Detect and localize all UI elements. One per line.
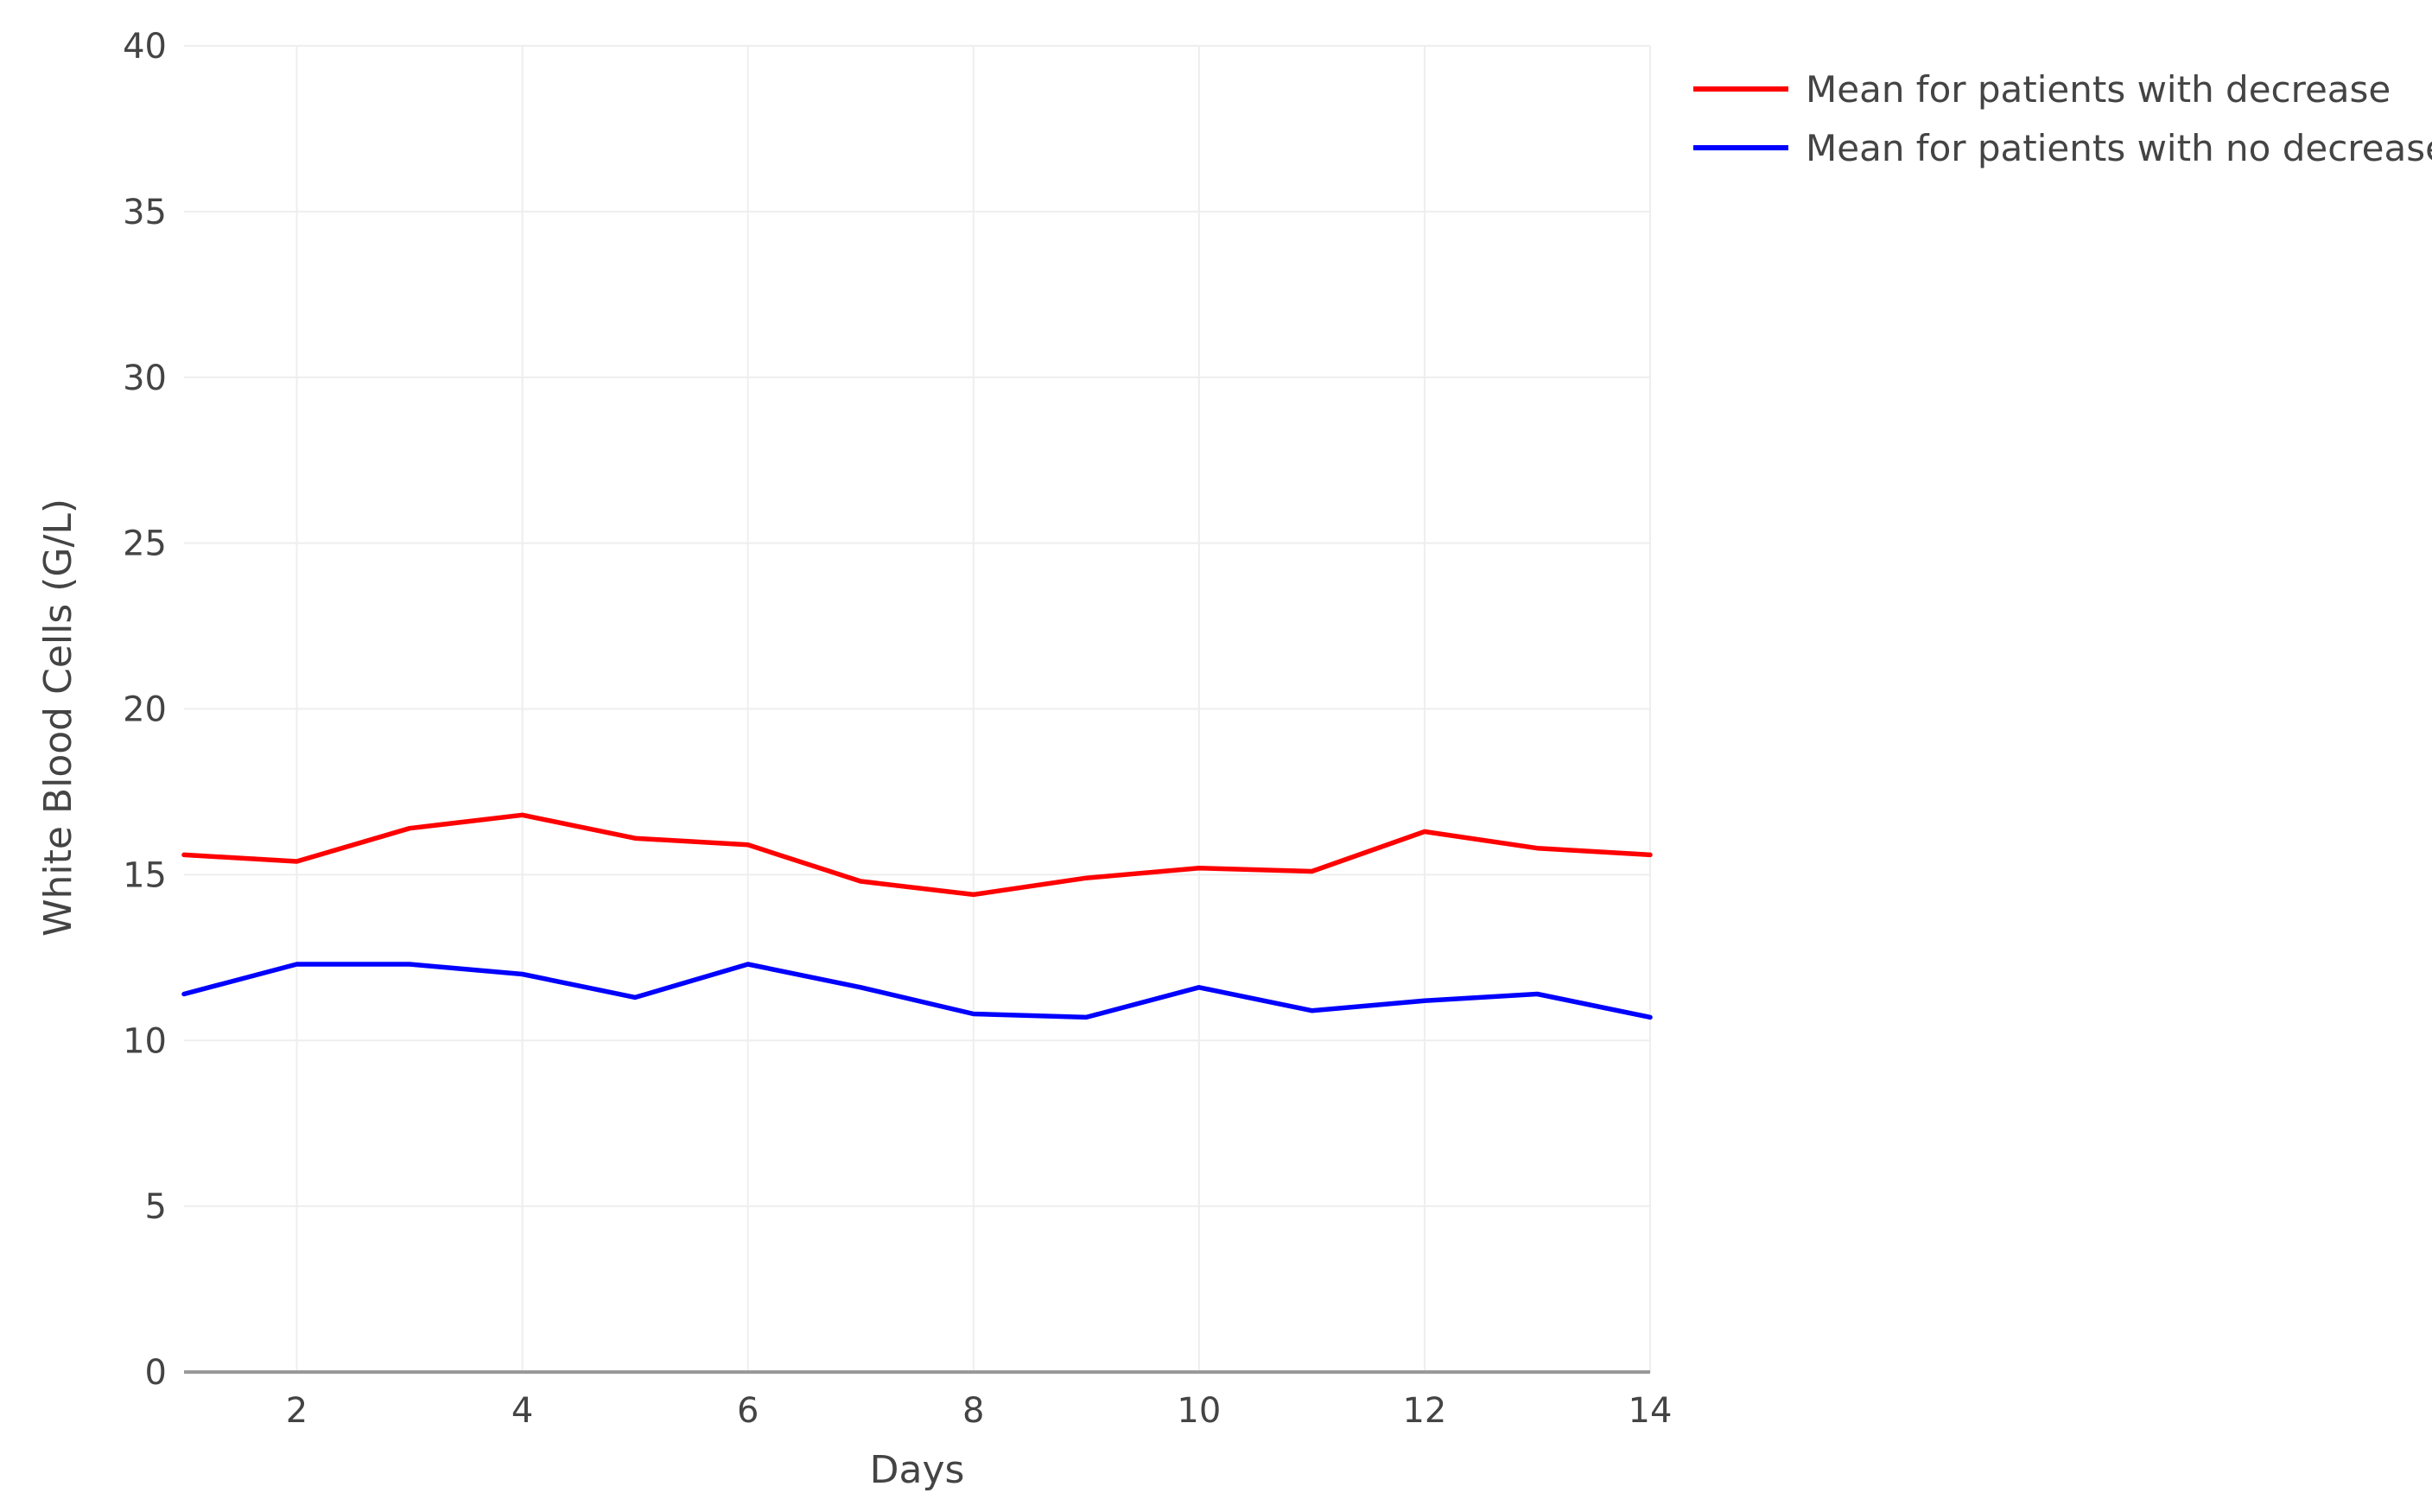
legend-item-2[interactable]: Mean for patients with no decrease [1693,127,2432,169]
series-layer [181,812,1653,1020]
y-tick-label: 35 [123,193,167,232]
series-line-1[interactable] [181,812,1653,898]
x-tick-label: 10 [1177,1391,1221,1431]
x-tick-label: 2 [286,1391,308,1431]
y-tick-label: 10 [123,1021,167,1061]
y-axis-title: White Blood Cells (G/L) [36,499,80,937]
legend-item-1[interactable]: Mean for patients with decrease [1693,68,2391,111]
legend[interactable]: Mean for patients with decrease Mean for … [1693,68,2432,169]
x-tick-label: 12 [1402,1391,1446,1431]
y-tick-label: 40 [123,27,167,67]
x-tick-label: 8 [962,1391,984,1431]
x-axis-title: Days [870,1448,965,1492]
y-tick-label: 15 [123,855,167,895]
y-tick-label: 30 [123,359,167,398]
y-tick-label: 0 [145,1353,167,1393]
legend-label: Mean for patients with no decrease [1806,127,2432,169]
grid-layer [184,45,1651,1372]
labels-layer: 0 5 10 15 20 25 30 35 40 2 4 6 8 10 12 14 [123,27,1672,1431]
y-tick-label: 20 [123,690,167,730]
legend-label: Mean for patients with decrease [1806,68,2391,111]
x-tick-label: 6 [737,1391,759,1431]
series-line-2[interactable] [181,962,1653,1020]
y-tick-label: 5 [145,1187,167,1227]
x-tick-label: 4 [511,1391,533,1431]
y-tick-label: 25 [123,524,167,564]
x-tick-label: 14 [1629,1391,1673,1431]
